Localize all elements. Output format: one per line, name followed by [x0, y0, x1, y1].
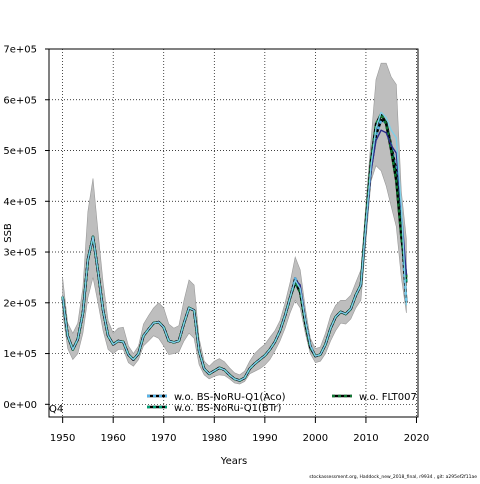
legend-label-btr: w.o. BS-NoRu-Q1(BTr)	[174, 403, 282, 414]
x-tick-label-1: 1960	[100, 433, 125, 444]
x-tick-label-5: 2000	[303, 433, 328, 444]
legend-item-aco: w.o. BS-NoRU-Q1(Aco)	[147, 392, 286, 403]
legend-label-aco: w.o. BS-NoRU-Q1(Aco)	[174, 392, 286, 403]
y-axis: 0e+00 1e+05 2e+05 3e+05 4e+05 5e+05 6e+05 7e+05	[3, 45, 49, 411]
x-tick-label-6: 2010	[353, 433, 378, 444]
legend: w.o. BS-NoRU-Q1(Aco) w.o. BS-NoRu-Q1(BTr…	[147, 392, 417, 414]
x-axis-title: Years	[220, 456, 247, 467]
x-tick-label-4: 1990	[252, 433, 277, 444]
x-tick-label-0: 1950	[50, 433, 75, 444]
series-line-4	[61, 111, 408, 382]
y-tick-label-0: 0e+00	[3, 400, 37, 411]
y-axis-title: SSB	[3, 223, 14, 243]
y-tick-label-7: 7e+05	[3, 45, 37, 56]
y-tick-label-3: 3e+05	[3, 248, 37, 259]
confidence-band	[62, 62, 407, 385]
y-tick-label-2: 2e+05	[3, 298, 37, 309]
corner-label: Q4	[49, 404, 63, 415]
series-lines	[61, 111, 408, 382]
x-tick-label-2: 1970	[151, 433, 176, 444]
legend-item-flt007: w.o. FLT007	[332, 392, 417, 403]
plot-frame	[48, 48, 419, 418]
footer-note: stockassessment.org, Haddock_new_2018_fi…	[309, 474, 477, 480]
y-tick-label-6: 6e+05	[3, 95, 37, 106]
legend-label-flt007: w.o. FLT007	[359, 392, 417, 403]
y-tick-label-4: 4e+05	[3, 197, 37, 208]
x-tick-label-3: 1980	[202, 433, 227, 444]
y-tick-label-1: 1e+05	[3, 349, 37, 360]
x-tick-label-7: 2020	[404, 433, 429, 444]
y-tick-label-5: 5e+05	[3, 146, 37, 157]
legend-item-btr: w.o. BS-NoRu-Q1(BTr)	[147, 403, 282, 414]
x-axis: 1950 1960 1970 1980 1990 2000 2010 2020	[50, 417, 429, 444]
